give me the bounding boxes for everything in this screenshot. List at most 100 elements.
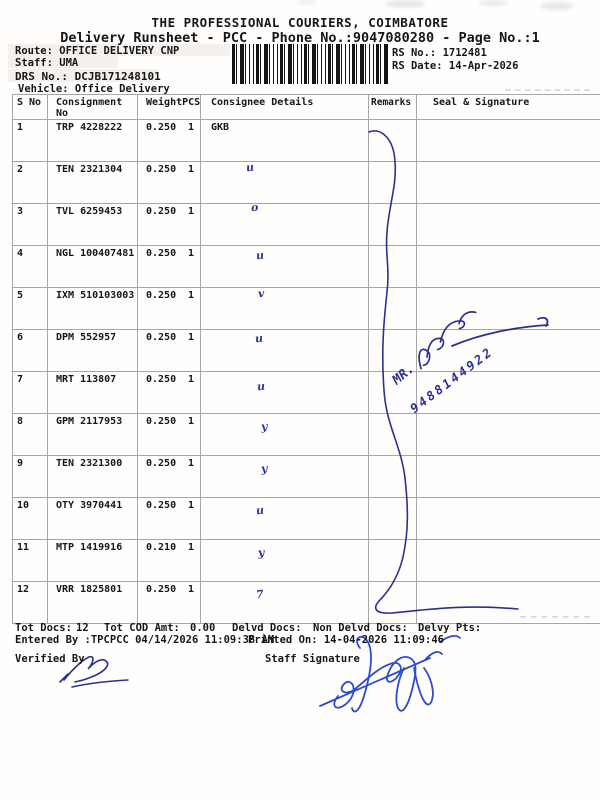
col-header-consignment: Consignment No (47, 94, 138, 120)
drs-no-line: DRS No.: DCJB171248101 (15, 70, 161, 83)
cell-weight: 0.250 (146, 416, 177, 427)
vehicle-line: Vehicle: Office Delivery (18, 83, 170, 95)
cell-pcs: 1 (187, 542, 194, 553)
cell-pcs: 1 (187, 332, 194, 343)
verified-by-label: Verified By (15, 653, 85, 665)
delvy-pts-label: Delvy Pts: (418, 622, 482, 634)
table-row: 11 MTP 1419916 0.210 1 (12, 539, 600, 582)
cell-weight-pcs: 0.250 1 (137, 497, 201, 540)
cell-seal-signature (416, 203, 600, 246)
cell-consignee (200, 203, 369, 246)
scan-tint (8, 44, 230, 56)
cell-weight-pcs: 0.250 1 (137, 245, 201, 288)
table-row: 8 GPM 2117953 0.250 1 (12, 413, 600, 456)
cell-weight-pcs: 0.210 1 (137, 539, 201, 582)
cell-seal-signature (416, 539, 600, 582)
scan-smudge (385, 0, 425, 8)
table-row: 7 MRT 113807 0.250 1 (12, 371, 600, 414)
staff-signature-label: Staff Signature (265, 653, 360, 665)
cell-sno: 1 (12, 119, 48, 162)
cell-consignment-no: TEN 2321300 (47, 455, 138, 498)
cell-consignee (200, 539, 369, 582)
cell-remarks (368, 161, 417, 204)
cell-sno: 3 (12, 203, 48, 246)
col-header-weight: Weight (146, 97, 183, 108)
cell-seal-signature (416, 455, 600, 498)
cell-pcs: 1 (187, 164, 194, 175)
cell-remarks (368, 581, 417, 624)
cell-weight: 0.250 (146, 290, 177, 301)
col-header-consignee: Consignee Details (200, 94, 369, 120)
table-row: 12 VRR 1825801 0.250 1 (12, 581, 600, 624)
col-header-sno: S No (12, 94, 48, 120)
cell-pcs: 1 (187, 248, 194, 259)
cell-remarks (368, 497, 417, 540)
cell-sno: 12 (12, 581, 48, 624)
cell-weight-pcs: 0.250 1 (137, 119, 201, 162)
tot-cod-value: 0.00 (190, 622, 216, 634)
col-header-seal: Seal & Signature (416, 94, 600, 120)
cell-weight-pcs: 0.250 1 (137, 203, 201, 246)
cell-pcs: 1 (187, 290, 194, 301)
handwritten-tick-mark: o (250, 200, 260, 215)
page-subtitle: Delivery Runsheet - PCC - Phone No.:9047… (60, 30, 540, 46)
cell-pcs: 1 (187, 458, 194, 469)
consignment-table: S No Consignment No Weight PCS Consignee… (12, 94, 600, 624)
barcode (232, 44, 389, 84)
handwritten-tick-mark: u (256, 379, 266, 394)
cell-consignment-no: TVL 6259453 (47, 203, 138, 246)
table-row: 3 TVL 6259453 0.250 1 (12, 203, 600, 246)
rs-no-line: RS No.: 1712481 (392, 47, 487, 59)
cell-sno: 11 (12, 539, 48, 582)
tot-docs-label: Tot Docs: (15, 622, 72, 634)
cell-pcs: 1 (187, 206, 194, 217)
table-row: 4 NGL 100407481 0.250 1 (12, 245, 600, 288)
cell-weight-pcs: 0.250 1 (137, 287, 201, 330)
table-row: 1 TRP 4228222 0.250 1 GKB (12, 119, 600, 162)
table-row: 6 DPM 552957 0.250 1 (12, 329, 600, 372)
cell-consignee: GKB (200, 119, 369, 162)
cell-consignment-no: DPM 552957 (47, 329, 138, 372)
scan-tint (8, 69, 158, 82)
cell-remarks (368, 245, 417, 288)
cell-sno: 2 (12, 161, 48, 204)
cell-consignee (200, 371, 369, 414)
cell-remarks (368, 287, 417, 330)
col-header-remarks: Remarks (368, 94, 417, 120)
table-row: 9 TEN 2321300 0.250 1 (12, 455, 600, 498)
cell-consignment-no: MTP 1419916 (47, 539, 138, 582)
entered-by-line: Entered By :TPCPCC 04/14/2026 11:09:38 A… (15, 634, 275, 646)
cell-seal-signature (416, 497, 600, 540)
cell-consignment-no: GPM 2117953 (47, 413, 138, 456)
cell-consignment-no: NGL 100407481 (47, 245, 138, 288)
cell-remarks (368, 203, 417, 246)
cell-weight-pcs: 0.250 1 (137, 413, 201, 456)
scan-smudge (540, 2, 574, 10)
cell-sno: 6 (12, 329, 48, 372)
cell-consignee (200, 287, 369, 330)
handwritten-tick-mark: 7 (255, 587, 265, 602)
seal-handwriting-name: MR. (386, 300, 488, 392)
cell-sno: 7 (12, 371, 48, 414)
scan-smudge (478, 0, 508, 6)
tot-cod-label: Tot COD Amt: (104, 622, 180, 634)
cell-pcs: 1 (187, 416, 194, 427)
handwritten-tick-mark: u (254, 331, 264, 346)
cell-consignee (200, 245, 369, 288)
cell-remarks (368, 539, 417, 582)
cell-weight: 0.250 (146, 122, 177, 133)
cell-weight-pcs: 0.250 1 (137, 581, 201, 624)
cell-consignee (200, 581, 369, 624)
handwritten-tick-mark: u (245, 160, 255, 175)
cell-sno: 4 (12, 245, 48, 288)
cell-pcs: 1 (187, 122, 194, 133)
cell-seal-signature (416, 245, 600, 288)
cell-weight-pcs: 0.250 1 (137, 329, 201, 372)
scan-tint (8, 56, 118, 68)
staff-signature (319, 635, 461, 713)
cell-consignment-no: TEN 2321304 (47, 161, 138, 204)
tot-docs-value: 12 (76, 622, 89, 634)
table-row: 5 IXM 510103003 0.250 1 (12, 287, 600, 330)
page-title: THE PROFESSIONAL COURIERS, COIMBATORE (151, 15, 449, 30)
